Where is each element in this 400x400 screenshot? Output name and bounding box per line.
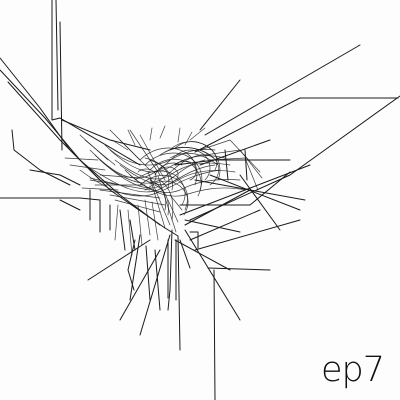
cover-title: ep7	[320, 350, 385, 390]
tangled-cluster	[64, 125, 263, 256]
